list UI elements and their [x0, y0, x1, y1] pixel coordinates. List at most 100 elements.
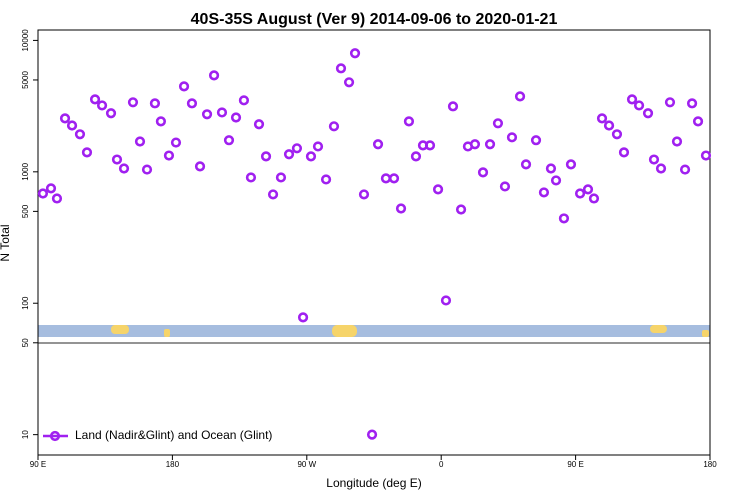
point: [366, 429, 378, 440]
point: [96, 100, 108, 111]
point: [648, 154, 660, 165]
point: [208, 70, 220, 81]
point: [499, 181, 511, 192]
point: [582, 184, 594, 195]
point: [275, 172, 287, 183]
point: [596, 113, 608, 124]
y-axis-label: N Total: [0, 224, 12, 261]
point: [372, 139, 384, 150]
point: [403, 116, 415, 127]
point: [642, 108, 654, 119]
x-axis-label: Longitude (deg E): [326, 476, 421, 490]
point: [305, 151, 317, 162]
point: [686, 98, 698, 109]
y-tick-label: 1000: [21, 162, 30, 180]
point: [170, 137, 182, 148]
point: [692, 116, 704, 127]
point: [118, 163, 130, 174]
point: [349, 48, 361, 59]
point: [520, 159, 532, 170]
point: [618, 147, 630, 158]
point: [506, 132, 518, 143]
point: [37, 188, 49, 199]
x-tick-label: 90 E: [567, 460, 583, 469]
point: [492, 118, 504, 129]
point: [105, 108, 117, 119]
point: [530, 135, 542, 146]
point: [514, 91, 526, 102]
point: [700, 150, 712, 161]
point: [89, 94, 101, 105]
point: [245, 172, 257, 183]
point: [611, 129, 623, 140]
point: [588, 193, 600, 204]
point: [74, 129, 86, 140]
point: [194, 161, 206, 172]
point: [477, 167, 489, 178]
point: [267, 189, 279, 200]
point: [410, 151, 422, 162]
point: [432, 184, 444, 195]
chart-title: 40S-35S August (Ver 9) 2014-09-06 to 202…: [191, 11, 558, 28]
point: [626, 94, 638, 105]
point: [328, 121, 340, 132]
point: [343, 77, 355, 88]
point: [558, 213, 570, 224]
point: [230, 112, 242, 123]
point: [455, 204, 467, 215]
point: [216, 107, 228, 118]
y-tick-label: 10000: [21, 29, 30, 52]
point: [320, 174, 332, 185]
x-tick-label: 180: [166, 460, 180, 469]
point: [633, 100, 645, 111]
point: [283, 149, 295, 160]
point: [51, 193, 63, 204]
point: [111, 154, 123, 165]
point: [186, 98, 198, 109]
point: [440, 295, 452, 306]
point: [81, 147, 93, 158]
point: [380, 173, 392, 184]
point: [201, 109, 213, 120]
point: [134, 136, 146, 147]
point: [388, 173, 400, 184]
legend-label: Land (Nadir&Glint) and Ocean (Glint): [75, 428, 272, 442]
plot-frame: [37, 29, 711, 456]
point: [335, 63, 347, 74]
y-tick-label: 100: [21, 296, 30, 310]
point: [395, 203, 407, 214]
point: [178, 81, 190, 92]
legend-marker: [49, 430, 61, 442]
y-tick-label: 10: [21, 430, 30, 439]
point: [66, 120, 78, 131]
point: [671, 136, 683, 147]
point: [149, 98, 161, 109]
point: [291, 143, 303, 154]
point: [424, 140, 436, 151]
point: [550, 175, 562, 186]
point: [664, 97, 676, 108]
point: [469, 139, 481, 150]
point: [45, 183, 57, 194]
point: [655, 163, 667, 174]
point: [538, 187, 550, 198]
point: [223, 135, 235, 146]
point: [59, 113, 71, 124]
point: [565, 159, 577, 170]
point: [603, 120, 615, 131]
point: [127, 97, 139, 108]
point: [447, 101, 459, 112]
x-tick-label: 90 W: [297, 460, 316, 469]
y-tick-label: 50: [21, 338, 30, 347]
x-tick-label: 90 E: [30, 460, 46, 469]
point: [574, 188, 586, 199]
point: [358, 189, 370, 200]
x-tick-label: 0: [439, 460, 444, 469]
point: [163, 150, 175, 161]
point: [141, 164, 153, 175]
point: [679, 164, 691, 175]
point: [238, 95, 250, 106]
map-strip: [38, 325, 710, 337]
point: [155, 116, 167, 127]
